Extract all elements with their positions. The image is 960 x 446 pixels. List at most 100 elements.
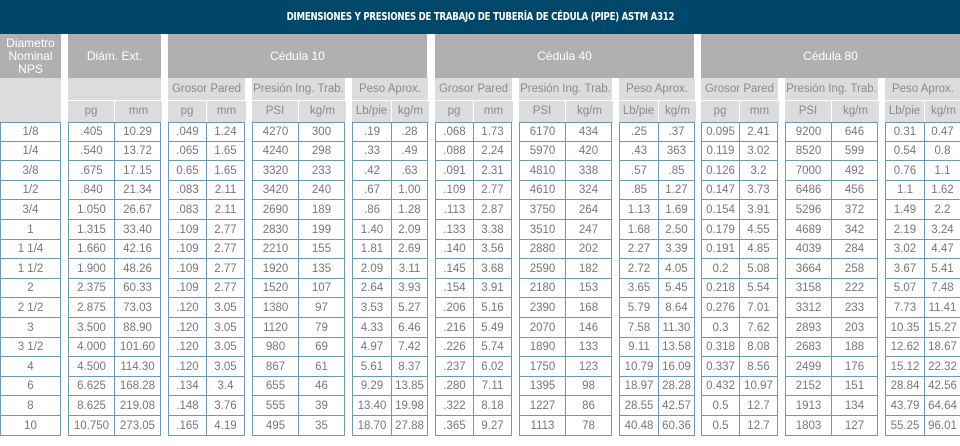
table-cell: 3320 xyxy=(252,161,298,181)
table-cell: 97 xyxy=(298,298,345,318)
table-cell: 0.147 xyxy=(701,181,739,200)
header-unit: kg/m xyxy=(391,100,429,122)
table-cell: 4.500 xyxy=(68,357,114,377)
table-title-text: DIMENSIONES Y PRESIONES DE TRABAJO DE TU… xyxy=(286,10,674,23)
header-unit: mm xyxy=(114,100,162,122)
table-cell: 1920 xyxy=(252,259,298,279)
table-cell: 492 xyxy=(831,161,878,181)
header-cedula-0: Cédula 10 xyxy=(168,34,427,78)
table-cell: 655 xyxy=(252,377,298,396)
table-cell: 1.315 xyxy=(68,220,114,240)
header-cedula-1: Cédula 40 xyxy=(435,34,694,78)
row-nps: 4 xyxy=(0,357,61,377)
table-cell: 7.62 xyxy=(739,318,778,338)
table-cell: 1913 xyxy=(785,396,831,416)
table-cell: 8.56 xyxy=(739,357,778,377)
table-cell: 1.1 xyxy=(924,161,960,181)
table-cell: 86 xyxy=(565,396,612,416)
table-cell: 10.750 xyxy=(68,416,114,436)
table-cell: 5.45 xyxy=(658,279,695,298)
table-cell: 1750 xyxy=(519,357,565,377)
table-cell: 0.095 xyxy=(701,122,739,142)
table-cell: 168 xyxy=(565,298,612,318)
table-cell: 599 xyxy=(831,142,878,161)
header-unit: mm xyxy=(206,100,246,122)
table-cell: 26.67 xyxy=(114,200,161,220)
table-cell: 12.62 xyxy=(885,338,924,357)
table-cell: 22.32 xyxy=(924,357,960,377)
table-cell: 3.05 xyxy=(206,298,245,318)
header-group-1: Presión Ing. Trab. xyxy=(519,78,612,100)
table-cell: 19.98 xyxy=(391,396,428,416)
table-cell: 300 xyxy=(298,122,345,142)
table-cell: 42.16 xyxy=(114,240,161,259)
header-group-2: Peso Aprox. xyxy=(352,78,428,100)
table-cell: 2590 xyxy=(519,259,565,279)
table-cell: 0.76 xyxy=(885,161,924,181)
header-unit: Lb/pie xyxy=(352,100,391,122)
header-diam-blank xyxy=(68,78,161,100)
table-cell: 2.77 xyxy=(473,181,512,200)
table-cell: 1520 xyxy=(252,279,298,298)
table-cell: 3.24 xyxy=(924,220,960,240)
table-cell: 1.660 xyxy=(68,240,114,259)
row-nps: 3 1/2 xyxy=(0,338,61,357)
table-cell: 233 xyxy=(298,161,345,181)
table-cell: 2.27 xyxy=(619,240,658,259)
table-cell: .25 xyxy=(619,122,658,142)
header-cedula-2: Cédula 80 xyxy=(701,34,960,78)
table-cell: 1.050 xyxy=(68,200,114,220)
table-cell: 0.432 xyxy=(701,377,739,396)
header-unit: kg/m xyxy=(298,100,346,122)
table-cell: 0.3 xyxy=(701,318,739,338)
table-cell: 2.24 xyxy=(473,142,512,161)
table-cell: 0.318 xyxy=(701,338,739,357)
table-cell: 7.01 xyxy=(739,298,778,318)
table-cell: 127 xyxy=(831,416,878,436)
table-cell: 4.000 xyxy=(68,338,114,357)
table-cell: 5.07 xyxy=(885,279,924,298)
table-cell: 13.85 xyxy=(391,377,428,396)
table-cell: 8520 xyxy=(785,142,831,161)
table-cell: 10.29 xyxy=(114,122,161,142)
table-cell: .49 xyxy=(391,142,428,161)
table-cell: 1227 xyxy=(519,396,565,416)
table-cell: 4.55 xyxy=(739,220,778,240)
table-cell: 1.1 xyxy=(885,181,924,200)
table-cell: .140 xyxy=(435,240,473,259)
table-cell: 155 xyxy=(298,240,345,259)
header-unit: pg xyxy=(68,100,114,122)
table-cell: 2.77 xyxy=(206,220,245,240)
table-cell: 2390 xyxy=(519,298,565,318)
table-cell: 5.79 xyxy=(619,298,658,318)
header-unit: pg xyxy=(168,100,206,122)
table-cell: 2.50 xyxy=(658,220,695,240)
table-cell: 64.64 xyxy=(924,396,960,416)
table-cell: 1.00 xyxy=(391,181,428,200)
header-unit: kg/m xyxy=(658,100,696,122)
table-cell: 4689 xyxy=(785,220,831,240)
table-cell: .206 xyxy=(435,298,473,318)
table-cell: 78 xyxy=(565,416,612,436)
table-cell: 3.65 xyxy=(619,279,658,298)
table-cell: 4810 xyxy=(519,161,565,181)
table-cell: 1.68 xyxy=(619,220,658,240)
table-cell: 3510 xyxy=(519,220,565,240)
table-cell: 0.119 xyxy=(701,142,739,161)
table-cell: .109 xyxy=(168,259,206,279)
table-cell: 27.88 xyxy=(391,416,428,436)
table-cell: 60.33 xyxy=(114,279,161,298)
table-cell: 12.7 xyxy=(739,416,778,436)
table-cell: 13.40 xyxy=(352,396,391,416)
table-cell: .088 xyxy=(435,142,473,161)
table-cell: 114.30 xyxy=(114,357,161,377)
table-cell: .065 xyxy=(168,142,206,161)
table-cell: 2.69 xyxy=(391,240,428,259)
table-cell: 1380 xyxy=(252,298,298,318)
table-cell: 4.85 xyxy=(739,240,778,259)
table-cell: 0.154 xyxy=(701,200,739,220)
table-cell: 28.84 xyxy=(885,377,924,396)
table-cell: 15.27 xyxy=(924,318,960,338)
table-cell: 3.73 xyxy=(739,181,778,200)
header-group-0: Grosor Pared xyxy=(701,78,778,100)
